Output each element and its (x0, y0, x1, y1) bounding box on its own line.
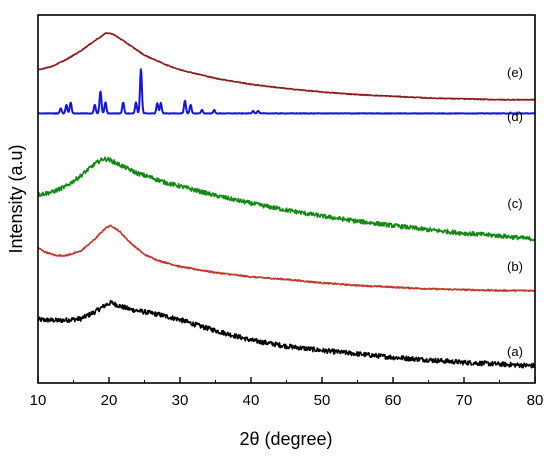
x-tick-label: 80 (527, 392, 544, 409)
series-line-c (37, 156, 536, 242)
x-tick-label: 40 (243, 392, 260, 409)
series-layer (37, 32, 536, 369)
series-annotation: (b) (507, 259, 523, 274)
series-annotation: (e) (507, 65, 523, 80)
x-tick-label: 20 (101, 392, 118, 409)
series-labels: (e) (d) (c) (b) (a) (507, 65, 523, 359)
plot-frame (37, 14, 536, 384)
series-line-e (37, 32, 536, 101)
series-line-a (37, 299, 536, 369)
series-line-b (37, 224, 536, 293)
x-tick-label: 60 (385, 392, 402, 409)
x-axis-title: 2θ (degree) (239, 429, 332, 449)
series-annotation: (d) (507, 109, 523, 124)
y-axis-title: Intensity (a.u) (6, 144, 26, 253)
series-line-d (37, 68, 536, 115)
series-annotation: (c) (507, 196, 522, 211)
x-tick-label: 30 (172, 392, 189, 409)
x-tick-label: 70 (456, 392, 473, 409)
series-annotation: (a) (507, 344, 523, 359)
x-tick-label: 50 (314, 392, 331, 409)
x-axis-ticks: 10 20 30 40 50 60 70 80 (30, 377, 544, 409)
x-tick-label: 10 (30, 392, 47, 409)
